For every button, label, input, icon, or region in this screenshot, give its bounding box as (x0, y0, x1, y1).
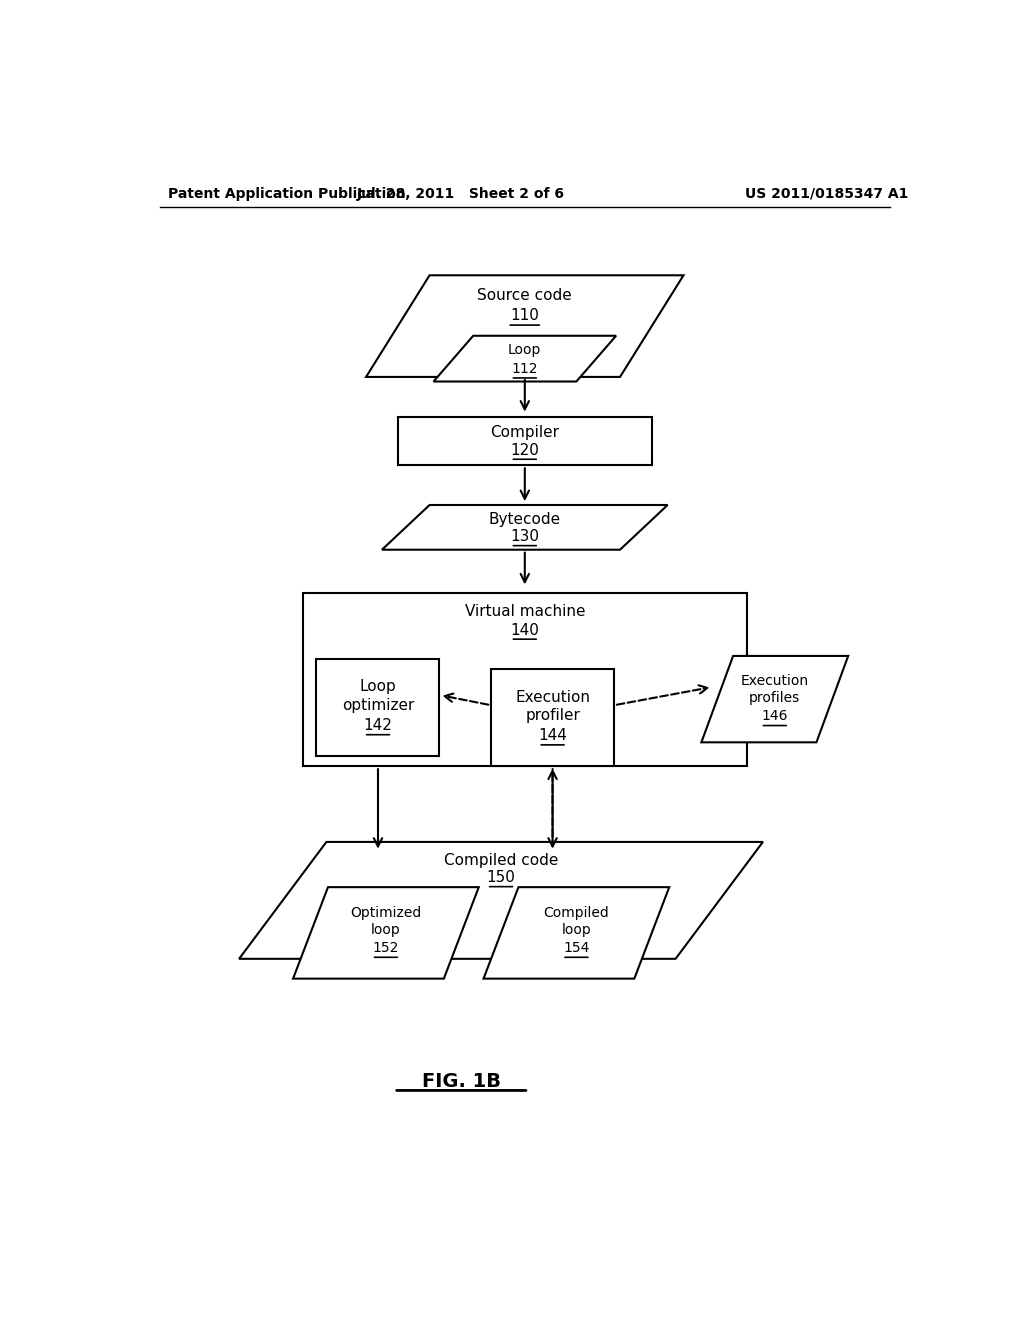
Text: 130: 130 (510, 529, 540, 544)
Text: Virtual machine: Virtual machine (465, 605, 585, 619)
Text: Source code: Source code (477, 288, 572, 304)
Text: profiles: profiles (750, 692, 801, 705)
Polygon shape (367, 276, 684, 378)
Text: 120: 120 (510, 442, 540, 458)
Text: profiler: profiler (525, 708, 580, 723)
Text: Execution: Execution (515, 689, 590, 705)
Text: Loop: Loop (359, 680, 396, 694)
Polygon shape (239, 842, 763, 958)
Text: Loop: Loop (508, 343, 542, 358)
Text: loop: loop (561, 923, 591, 937)
Polygon shape (433, 335, 616, 381)
Text: Bytecode: Bytecode (488, 512, 561, 527)
Polygon shape (293, 887, 479, 978)
Text: 154: 154 (563, 941, 590, 956)
Text: FIG. 1B: FIG. 1B (422, 1072, 501, 1090)
Text: 112: 112 (512, 362, 538, 376)
Text: 142: 142 (364, 718, 392, 733)
Text: Compiled: Compiled (544, 906, 609, 920)
Text: 144: 144 (539, 729, 567, 743)
Text: loop: loop (371, 923, 400, 937)
Text: 140: 140 (510, 623, 540, 638)
Polygon shape (701, 656, 848, 742)
Polygon shape (382, 506, 668, 549)
Text: US 2011/0185347 A1: US 2011/0185347 A1 (744, 187, 908, 201)
Text: 110: 110 (510, 309, 540, 323)
Text: 146: 146 (762, 709, 788, 723)
Polygon shape (483, 887, 670, 978)
Text: Compiled code: Compiled code (443, 853, 558, 867)
Text: 150: 150 (486, 870, 515, 884)
Text: optimizer: optimizer (342, 698, 414, 713)
FancyBboxPatch shape (303, 594, 748, 766)
Text: Optimized: Optimized (350, 906, 422, 920)
Text: 152: 152 (373, 941, 399, 956)
Text: Patent Application Publication: Patent Application Publication (168, 187, 406, 201)
FancyBboxPatch shape (316, 659, 439, 755)
Text: Compiler: Compiler (490, 425, 559, 441)
FancyBboxPatch shape (492, 669, 614, 766)
FancyBboxPatch shape (397, 417, 651, 466)
Text: Jul. 28, 2011   Sheet 2 of 6: Jul. 28, 2011 Sheet 2 of 6 (357, 187, 565, 201)
Text: Execution: Execution (740, 673, 809, 688)
